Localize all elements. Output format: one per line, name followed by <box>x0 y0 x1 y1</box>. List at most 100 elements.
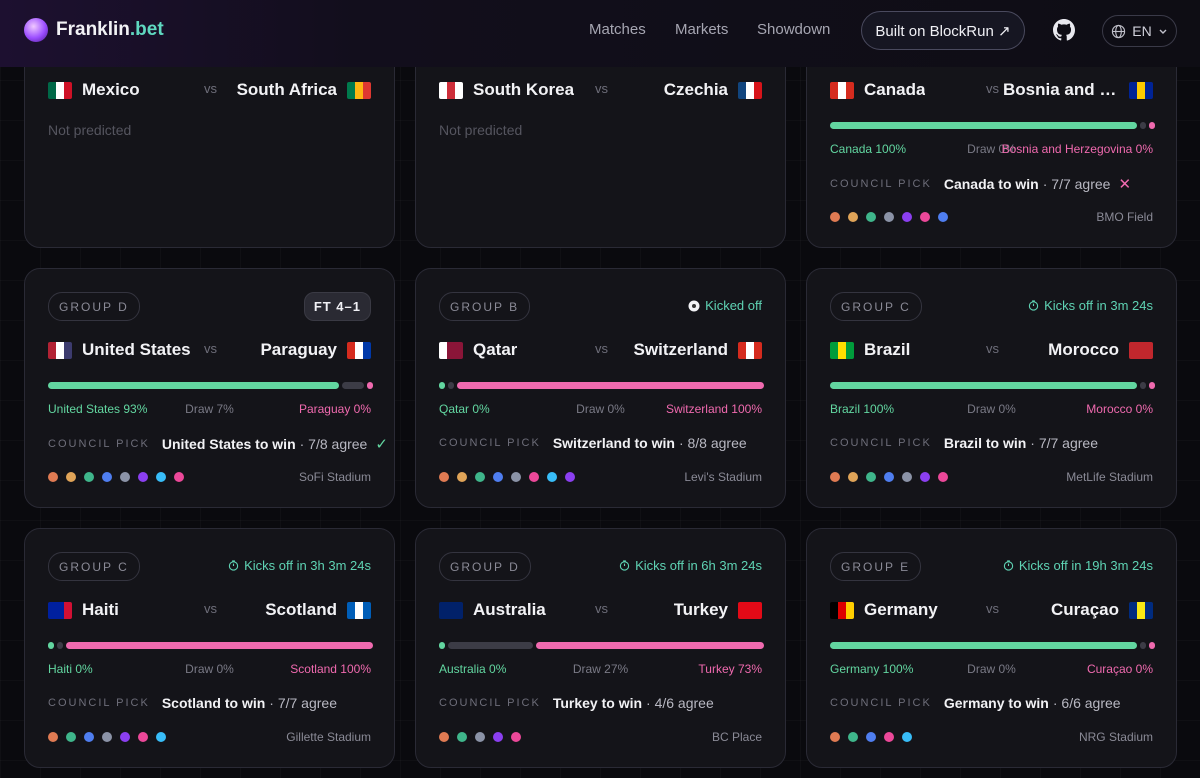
member-dot <box>102 732 112 742</box>
probability-segment <box>448 642 533 649</box>
match-status: Kicked off <box>688 292 762 319</box>
github-icon[interactable] <box>1053 19 1075 41</box>
probability-label: Brazil 100% <box>830 402 895 416</box>
status-icon <box>619 560 630 571</box>
probability-label: Scotland 100% <box>290 662 371 676</box>
member-dot <box>830 212 840 222</box>
match-card[interactable]: GROUP C Kicks off in 3m 24s Brazil vs Morocc… <box>806 268 1177 508</box>
member-dot <box>120 472 130 482</box>
probability-segment <box>457 382 764 389</box>
probability-segment <box>1149 382 1155 389</box>
probability-bar <box>48 382 373 389</box>
match-card[interactable]: GROUP E Kicks off in 19h 3m 24s Germany vs C… <box>806 528 1177 768</box>
member-dot <box>102 472 112 482</box>
probability-segment <box>342 382 364 389</box>
match-status: Kicks off in 19h 3m 24s <box>1003 552 1153 579</box>
match-card[interactable]: GROUP D FT 4–1 United States vs Paraguay Unit… <box>24 268 395 508</box>
team-name: Paraguay <box>260 340 337 359</box>
team-name: South Africa <box>236 80 337 99</box>
pick: Turkey to win <box>552 695 643 711</box>
flag <box>439 341 463 359</box>
member-dot <box>902 472 912 482</box>
status-icon <box>1028 300 1039 311</box>
status-text: Kicked off <box>705 298 762 313</box>
flag <box>738 341 762 359</box>
vs-label: vs <box>595 341 608 356</box>
home-team: Canada <box>830 79 925 101</box>
council-label: COUNCIL PICK <box>830 178 932 190</box>
member-dot <box>848 212 858 222</box>
agreement: · 7/7 agree <box>1030 435 1098 451</box>
member-dot <box>884 212 894 222</box>
globe-icon <box>1112 24 1126 38</box>
probability-label: Draw 27% <box>572 662 629 676</box>
member-dot <box>884 472 894 482</box>
pick: Germany to win <box>943 695 1049 711</box>
logo-suffix: .bet <box>129 19 164 40</box>
nav-link[interactable]: Matches <box>589 21 646 38</box>
home-team: United States <box>48 339 191 361</box>
member-dot <box>547 472 557 482</box>
group-pill: GROUP D <box>439 552 531 581</box>
member-dot <box>830 472 840 482</box>
vs-label: vs <box>204 81 217 96</box>
logo-text: Franklin <box>56 19 130 40</box>
probability-label: Australia 0% <box>439 662 507 676</box>
council-members <box>830 472 948 482</box>
language-selector[interactable]: EN <box>1102 15 1177 47</box>
flag <box>48 601 72 619</box>
away-team: Switzerland <box>634 339 762 361</box>
team-name: Curaçao <box>1050 600 1119 619</box>
nav-link[interactable]: Showdown <box>757 21 831 38</box>
match-card[interactable]: GROUP D Kicks off in 6h 3m 24s Australia vs… <box>415 528 786 768</box>
probability-bar <box>48 642 373 649</box>
probability-label: Draw 0% <box>967 662 1016 676</box>
home-team: Qatar <box>439 339 517 361</box>
council-pick: COUNCIL PICK Canada to win · 7/7 agree ✕ <box>830 175 1131 193</box>
probability-segment <box>830 382 1137 389</box>
logo[interactable]: Franklin.bet <box>56 19 164 41</box>
status-text: Kicks off in 6h 3m 24s <box>635 558 762 573</box>
flag <box>830 341 854 359</box>
flag <box>347 81 371 99</box>
member-dot <box>84 472 94 482</box>
flag <box>347 601 371 619</box>
council-members <box>48 732 166 742</box>
venue: NRG Stadium <box>1078 730 1153 744</box>
member-dot <box>138 732 148 742</box>
probability-label: Haiti 0% <box>48 662 93 676</box>
flag <box>347 341 371 359</box>
vs-label: vs <box>204 601 217 616</box>
nav-link[interactable]: Markets <box>675 21 729 38</box>
probability-segment <box>48 642 54 649</box>
pick: Brazil to win <box>943 435 1027 451</box>
probability-segment <box>535 642 764 649</box>
away-team: Paraguay <box>260 339 371 361</box>
match-status: Kicks off in 6h 3m 24s <box>619 552 762 579</box>
cta-button[interactable]: Built on BlockRun ↗ <box>861 11 1025 50</box>
status-text: Kicks off in 3h 3m 24s <box>244 558 371 573</box>
member-dot <box>920 212 930 222</box>
team-name: Bosnia and Herzegovina <box>1003 80 1119 99</box>
vs-label: vs <box>595 601 608 616</box>
match-status: FT 4–1 <box>303 292 371 321</box>
council-label: COUNCIL PICK <box>830 697 932 709</box>
member-dot <box>511 472 521 482</box>
team-name: Morocco <box>1048 340 1119 359</box>
team-name: Switzerland <box>633 340 728 359</box>
probability-label: Draw 0% <box>185 662 234 676</box>
status-text: Kicks off in 19h 3m 24s <box>1018 558 1153 573</box>
probability-label: Curaçao 0% <box>1086 662 1153 676</box>
match-card[interactable]: GROUP C Kicks off in 3h 3m 24s Haiti vs Scot… <box>24 528 395 768</box>
council-label: COUNCIL PICK <box>48 697 150 709</box>
match-card[interactable]: GROUP B Kicked off Qatar vs Switzerland Qatar… <box>415 268 786 508</box>
away-team: Morocco <box>1048 339 1153 361</box>
agreement: · 6/6 agree <box>1052 695 1121 711</box>
away-team: Turkey <box>674 599 762 621</box>
status-icon <box>688 300 700 312</box>
status-icon <box>228 560 239 571</box>
header: Franklin.bet Matches Markets Showdown Bu… <box>0 0 1200 67</box>
member-dot <box>457 732 467 742</box>
